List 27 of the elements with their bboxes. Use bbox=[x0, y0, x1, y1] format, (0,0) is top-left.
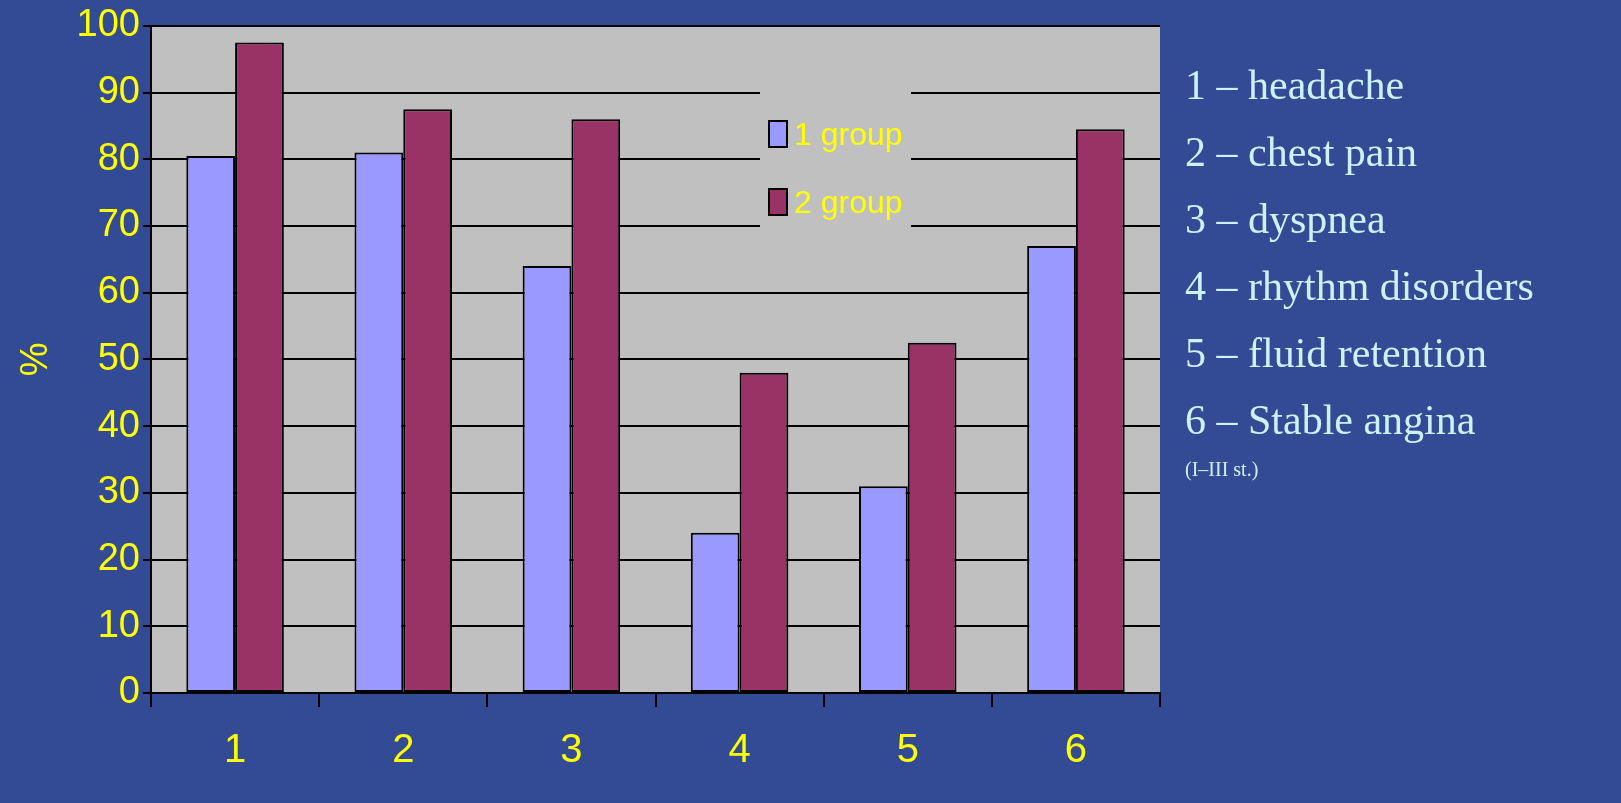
y-axis-title: % bbox=[13, 342, 56, 377]
x-tick-label: 5 bbox=[896, 726, 919, 771]
y-tick-label: 50 bbox=[97, 335, 140, 378]
legend-label: 2 group bbox=[794, 183, 903, 221]
text: 3 – dyspnea bbox=[1185, 195, 1387, 244]
y-tick-label: 20 bbox=[97, 536, 140, 579]
y-tick-label: 30 bbox=[97, 469, 140, 512]
y-tick-label: 60 bbox=[97, 269, 140, 312]
y-tick-label: 70 bbox=[97, 202, 140, 245]
x-tick-label: 3 bbox=[560, 726, 583, 771]
x-tick-label: 4 bbox=[728, 726, 751, 771]
text: 6 – Stable angina bbox=[1185, 396, 1477, 445]
y-tick-label: 100 bbox=[76, 2, 140, 45]
text: 1 – headache bbox=[1185, 61, 1406, 110]
y-tick-label: 0 bbox=[118, 669, 140, 712]
y-tick-label: 10 bbox=[97, 602, 140, 645]
y-tick-label: 40 bbox=[97, 402, 140, 445]
text: (I–III st.) bbox=[1185, 457, 1260, 483]
text: 5 – fluid retention bbox=[1185, 329, 1489, 378]
y-tick-label: 90 bbox=[97, 69, 140, 111]
x-tick-label: 2 bbox=[392, 726, 415, 771]
text: 2 – chest pain bbox=[1185, 128, 1419, 177]
legend-label: 1 group bbox=[794, 115, 903, 153]
y-tick-label: 80 bbox=[97, 135, 140, 178]
x-tick-label: 1 bbox=[223, 726, 247, 771]
text: 4 – rhythm disorders bbox=[1185, 262, 1534, 311]
x-tick-label: 6 bbox=[1064, 726, 1088, 771]
